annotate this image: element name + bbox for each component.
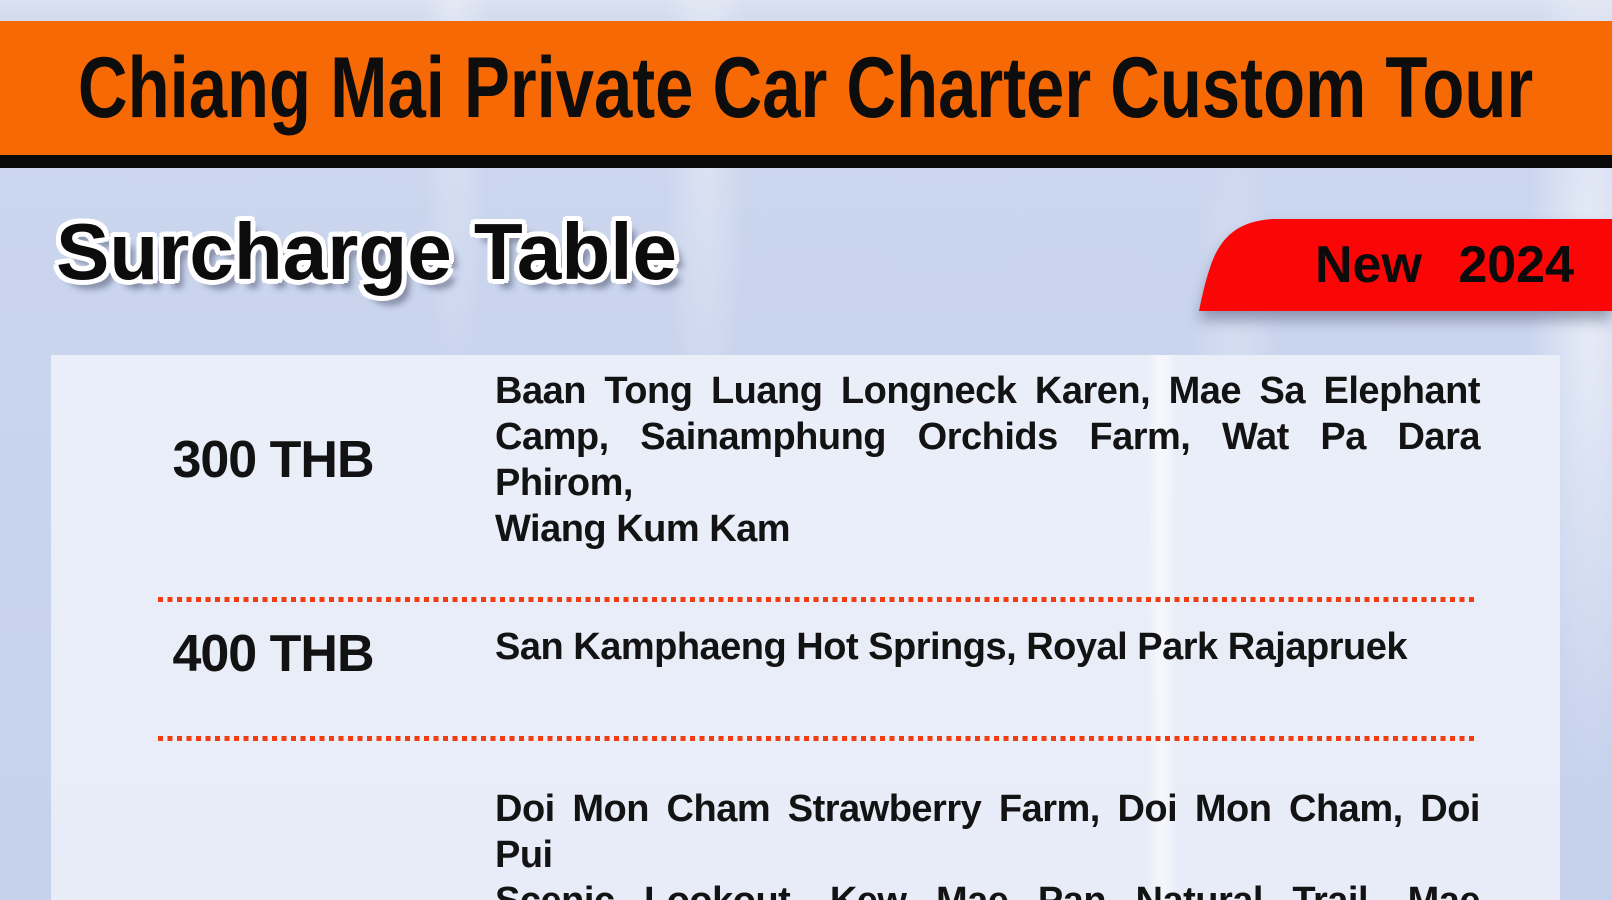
price-cell: 400 THB [172,625,374,683]
price-cell: 300 THB [172,431,374,489]
table-row-500thb: 500 THB Doi Mon Cham Strawberry Farm, Do… [51,741,1560,900]
section-title: Surcharge Table [56,207,677,296]
table-row-300thb: 300 THB Baan Tong Luang Longneck Karen, … [51,355,1560,597]
destination-line: Camp, Sainamphung Orchids Farm, Wat Pa D… [495,416,1481,504]
destination-line: Wiang Kum Kam [495,508,791,550]
destination-line: San Kamphaeng Hot Springs, Royal Park Ra… [495,626,1407,668]
header-banner: Chiang Mai Private Car Charter Custom To… [0,21,1612,168]
badge-label: New 2024 [1314,236,1575,294]
destinations-cell: Baan Tong Luang Longneck Karen, Mae Sa E… [495,368,1560,552]
destination-line: Scenic Lookout, Kew Mae Pan Natural Trai… [495,878,1481,900]
surcharge-table: 300 THB Baan Tong Luang Longneck Karen, … [51,355,1560,900]
badge-swoosh-shape [1199,219,1612,311]
table-row-400thb: 400 THB San Kamphaeng Hot Springs, Royal… [51,602,1560,736]
dotted-separator [158,736,1477,741]
destination-line: Doi Mon Cham Strawberry Farm, Doi Mon Ch… [495,788,1481,876]
destination-line: Baan Tong Luang Longneck Karen, Mae Sa E… [495,370,1481,412]
dotted-separator [158,597,1477,602]
page-title: Chiang Mai Private Car Charter Custom To… [78,39,1534,136]
destinations-cell: Doi Mon Cham Strawberry Farm, Doi Mon Ch… [495,786,1560,900]
destinations-cell: San Kamphaeng Hot Springs, Royal Park Ra… [495,624,1560,684]
new-2024-badge: New 2024 [1199,219,1612,311]
price-cell: 500 THB [51,786,495,900]
